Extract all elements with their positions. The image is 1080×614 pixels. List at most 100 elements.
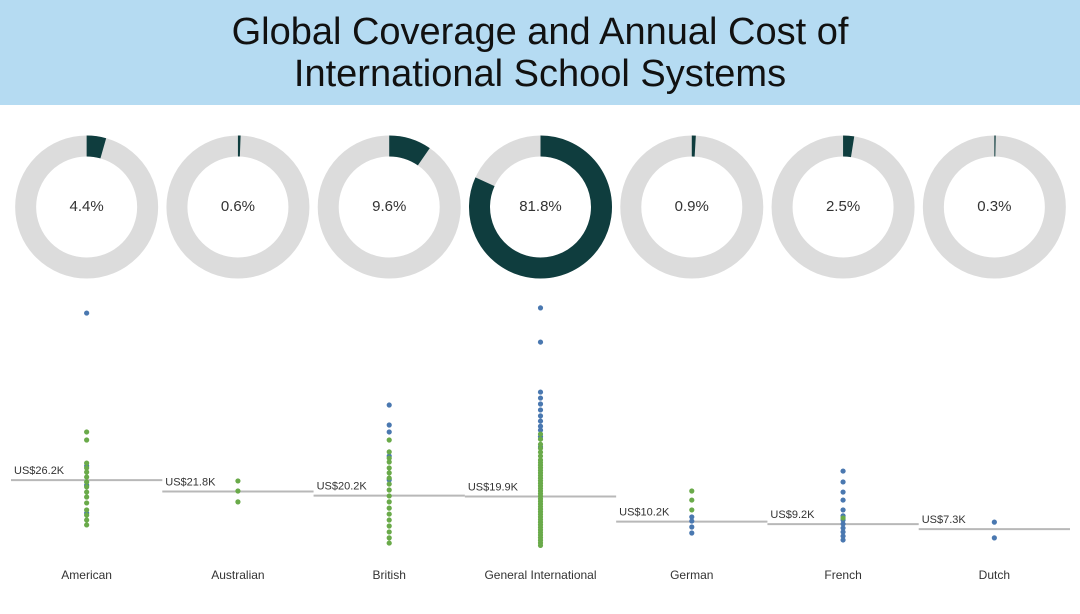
dot xyxy=(386,499,392,505)
x-tick-label: German xyxy=(670,568,713,582)
dot xyxy=(840,537,846,543)
donut-arc xyxy=(86,135,107,159)
donut-label: 2.5% xyxy=(826,198,860,215)
dot xyxy=(386,475,392,481)
dot xyxy=(840,489,846,495)
dot xyxy=(84,469,90,475)
x-tick-label: Dutch xyxy=(979,568,1010,582)
dot xyxy=(689,488,695,494)
dot xyxy=(840,479,846,485)
dot xyxy=(84,310,90,316)
dot xyxy=(537,436,544,442)
dot xyxy=(537,389,544,395)
dot xyxy=(840,507,846,513)
dot xyxy=(84,500,90,506)
mean-label: US$19.9K xyxy=(468,481,519,493)
dot xyxy=(386,517,392,523)
dot xyxy=(84,479,90,485)
donut-label: 4.4% xyxy=(70,198,104,215)
dot xyxy=(84,507,90,513)
dot xyxy=(84,512,90,518)
dot xyxy=(235,499,241,505)
dot xyxy=(386,449,392,455)
dot xyxy=(386,493,392,499)
donut-label: 0.9% xyxy=(675,198,709,215)
dot xyxy=(537,418,544,424)
dot xyxy=(537,423,544,429)
dot xyxy=(386,481,392,487)
dot xyxy=(386,511,392,517)
dot xyxy=(386,422,392,428)
dot xyxy=(84,484,90,490)
dot xyxy=(386,470,392,476)
dot xyxy=(840,533,846,539)
dot xyxy=(537,431,544,437)
dot xyxy=(840,468,846,474)
donut-arc xyxy=(842,135,855,158)
dot xyxy=(386,529,392,535)
dot xyxy=(386,523,392,529)
mean-label: US$20.2K xyxy=(317,481,368,493)
mean-label: US$21.8K xyxy=(165,476,216,488)
dot xyxy=(235,478,241,484)
mean-label: US$26.2K xyxy=(14,465,65,477)
dot xyxy=(689,524,695,530)
dot xyxy=(386,540,392,546)
donut-label: 9.6% xyxy=(372,198,406,215)
donut-arc xyxy=(388,135,430,166)
dot xyxy=(537,413,544,419)
dot xyxy=(386,455,392,461)
dot xyxy=(537,449,544,455)
donut-arc xyxy=(469,135,612,279)
dot xyxy=(84,489,90,495)
dot xyxy=(84,460,90,466)
dot xyxy=(689,518,695,524)
dot xyxy=(689,514,695,520)
dot xyxy=(840,529,846,535)
page-title: Global Coverage and Annual Cost of Inter… xyxy=(231,10,849,95)
dot xyxy=(386,465,392,471)
dot xyxy=(840,497,846,503)
header: Global Coverage and Annual Cost of Inter… xyxy=(0,0,1080,105)
dot xyxy=(386,437,392,443)
x-tick-label: British xyxy=(373,568,406,582)
dot xyxy=(84,437,90,443)
dot xyxy=(840,525,846,531)
dot xyxy=(537,445,544,451)
mean-label: US$9.2K xyxy=(770,509,815,521)
dot xyxy=(84,517,90,523)
donut-label: 0.6% xyxy=(221,198,255,215)
dot xyxy=(689,507,695,513)
dot xyxy=(689,530,695,536)
dot xyxy=(537,401,544,407)
dot xyxy=(386,402,392,408)
dot xyxy=(386,429,392,435)
x-tick-label: French xyxy=(824,568,861,582)
dot xyxy=(537,542,544,549)
dot xyxy=(991,535,997,541)
dot xyxy=(386,505,392,511)
dot xyxy=(537,441,544,447)
dot xyxy=(386,487,392,493)
dot xyxy=(537,305,544,311)
dot xyxy=(537,407,544,413)
dot xyxy=(84,429,90,435)
x-tick-label: Australian xyxy=(211,568,264,582)
dot xyxy=(537,427,544,433)
donut-label: 81.8% xyxy=(519,198,562,215)
dot xyxy=(235,488,241,494)
dot xyxy=(537,453,544,459)
mean-label: US$10.2K xyxy=(619,506,670,518)
dot xyxy=(84,522,90,528)
dot xyxy=(991,519,997,525)
donut-label: 0.3% xyxy=(977,198,1011,215)
dot xyxy=(84,494,90,500)
dot xyxy=(84,474,90,480)
dot xyxy=(840,515,846,521)
dot xyxy=(386,535,392,541)
dot xyxy=(84,465,90,471)
dot xyxy=(386,459,392,465)
dot xyxy=(537,339,544,345)
